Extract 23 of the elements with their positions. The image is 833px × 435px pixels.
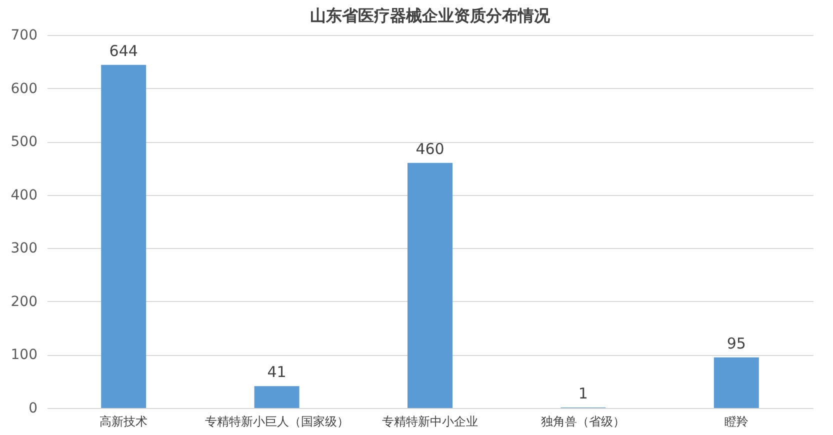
x-tick-label: 独角兽（省级） xyxy=(541,414,626,428)
data-label: 1 xyxy=(578,384,588,402)
y-tick-label: 500 xyxy=(10,134,38,150)
y-tick-label: 200 xyxy=(10,294,38,310)
y-tick-label: 0 xyxy=(28,400,38,416)
x-tick-label: 瞪羚 xyxy=(724,414,748,428)
bar xyxy=(714,357,759,408)
x-tick-label: 专精特新小巨人（国家级） xyxy=(204,414,349,428)
bar xyxy=(254,386,300,408)
y-tick-label: 300 xyxy=(10,240,38,257)
y-tick-label: 100 xyxy=(10,347,38,364)
x-tick-label: 高新技术 xyxy=(100,414,148,428)
data-label: 460 xyxy=(416,140,444,158)
chart-title: 山东省医疗器械企业资质分布情况 xyxy=(310,6,551,25)
data-label: 95 xyxy=(726,334,746,352)
data-label: 644 xyxy=(109,42,138,60)
x-tick-label: 专精特新中小企业 xyxy=(382,414,478,428)
y-tick-label: 400 xyxy=(10,187,38,204)
y-tick-label: 700 xyxy=(10,28,38,44)
bar xyxy=(408,162,452,408)
y-tick-label: 600 xyxy=(10,80,38,97)
bar xyxy=(101,64,146,408)
data-label: 41 xyxy=(267,363,286,382)
